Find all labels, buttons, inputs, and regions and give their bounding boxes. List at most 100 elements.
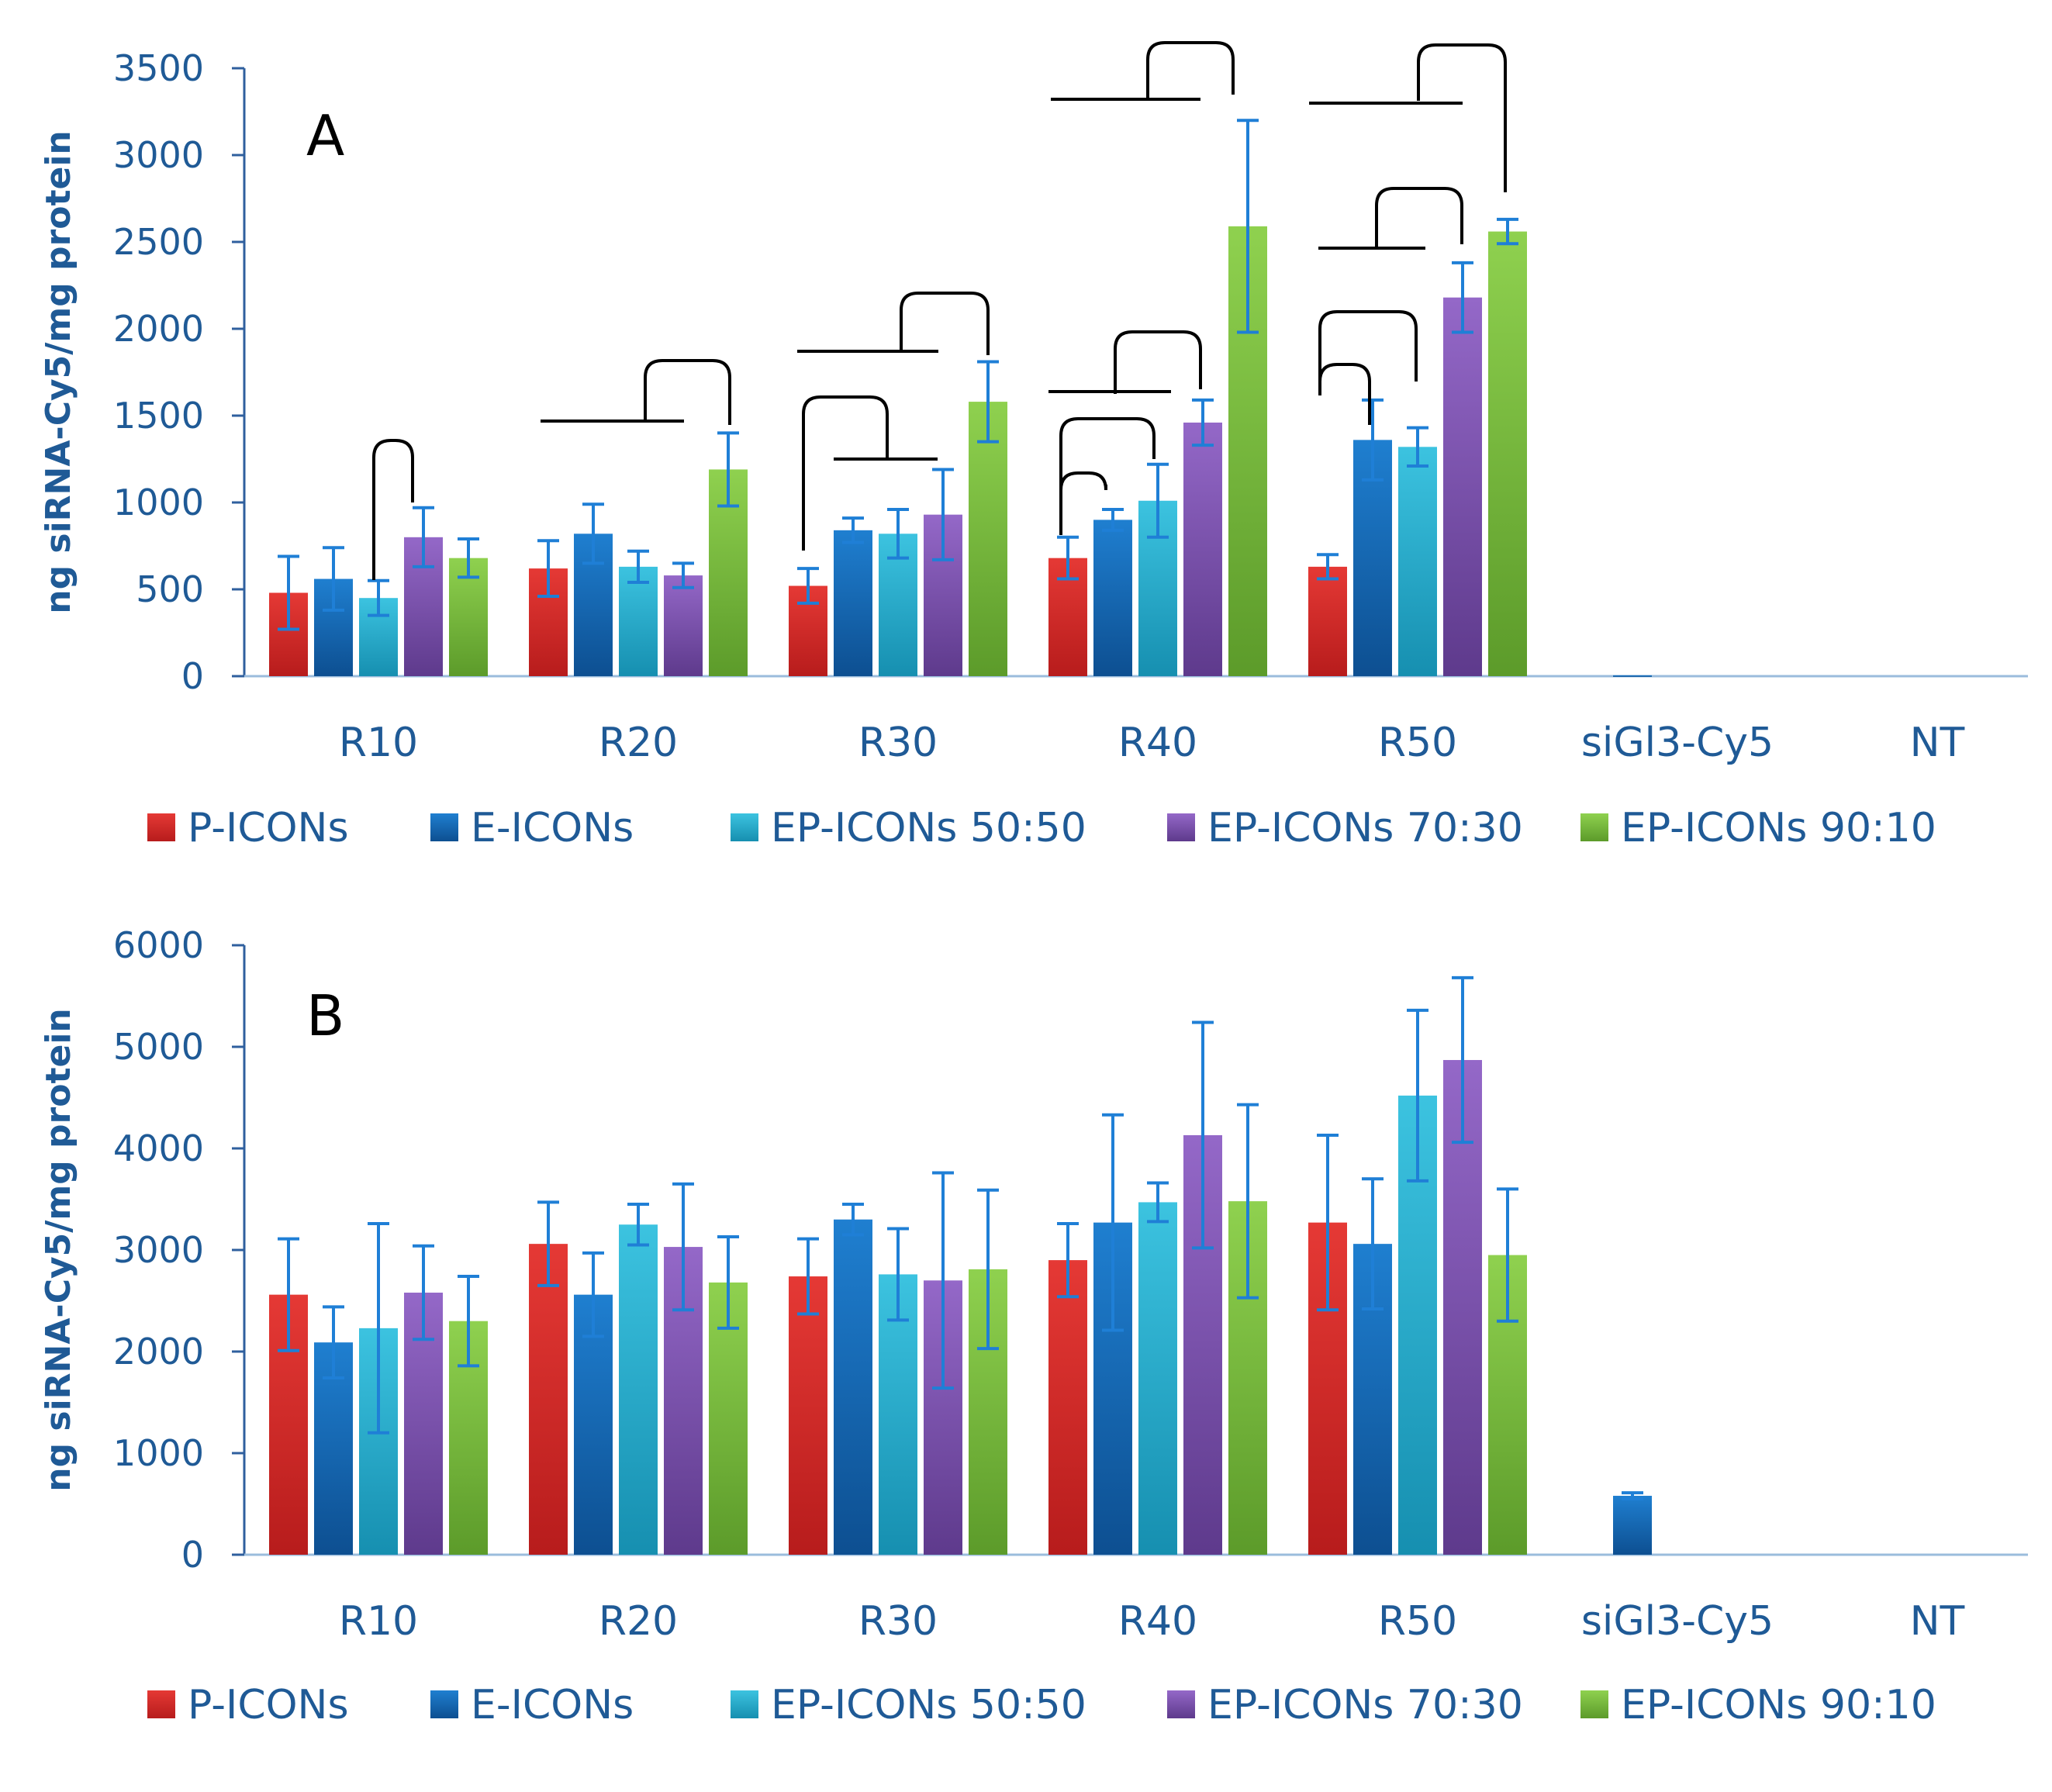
bar-ep-icons-50-50-r40 [1138, 1202, 1177, 1555]
error-bar-p-icons-r10 [278, 1237, 299, 1352]
error-bar-ep-icons-50-50-r50 [1407, 1008, 1428, 1183]
error-bar-ep-icons-90-10-r30 [977, 1188, 999, 1351]
legend-item-ep-icons-90-10: EP-ICONs 90:10 [1580, 805, 1936, 851]
bar-e-icons-r20 [574, 1294, 613, 1555]
bar-p-icons-r20 [529, 1244, 568, 1555]
category-label-r40: R40 [1118, 720, 1197, 766]
series-ep-icons-50-50 [359, 426, 1437, 676]
error-bar-p-icons-r20 [537, 539, 559, 598]
panel-label: B [306, 983, 344, 1048]
error-bar-ep-icons-70-30-r10 [413, 1244, 434, 1341]
series-ep-icons-50-50 [359, 1008, 1437, 1555]
category-label-r20: R20 [599, 720, 678, 766]
legend-swatch [147, 1690, 175, 1718]
category-label-r40: R40 [1118, 1598, 1197, 1645]
significance-bracket [900, 292, 990, 355]
error-bar-p-icons-r50 [1317, 553, 1339, 581]
error-bar-ep-icons-50-50-r40 [1147, 462, 1169, 539]
bar-e-icons-sigl3-cy5 [1613, 675, 1652, 677]
legend-label: E-ICONs [471, 1682, 634, 1728]
legend-label: EP-ICONs 50:50 [771, 1682, 1086, 1728]
significance-bracket [1318, 363, 1371, 425]
error-bar-ep-icons-50-50-r40 [1147, 1181, 1169, 1224]
error-bar-ep-icons-90-10-r20 [717, 431, 739, 508]
category-label-r50: R50 [1378, 720, 1457, 766]
category-label-r50: R50 [1378, 1598, 1457, 1645]
legend-swatch [731, 813, 758, 841]
error-bar-ep-icons-90-10-r30 [977, 360, 999, 444]
bar-e-icons-r30 [834, 1219, 872, 1555]
panel-a-chart: 0 500 1000 1500 2000 2500 3000 3500 ng siRNA-Cy5… [39, 41, 2028, 851]
error-bar-ep-icons-90-10-r40 [1237, 119, 1259, 334]
error-bar-ep-icons-50-50-r20 [627, 549, 649, 585]
legend-swatch [430, 1690, 458, 1718]
series-p-icons [269, 535, 1347, 676]
legend-swatch [731, 1690, 758, 1718]
error-bar-e-icons-r40 [1102, 1113, 1124, 1332]
bar-ep-icons-90-10-r30 [969, 402, 1007, 676]
bar-ep-icons-50-50-r20 [619, 566, 658, 676]
error-bar-e-icons-r10 [323, 1305, 344, 1380]
bar-ep-icons-70-30-r50 [1443, 297, 1482, 676]
error-bar-ep-icons-50-50-r50 [1407, 426, 1428, 468]
error-bar-e-icons-r30 [842, 516, 864, 544]
bar-ep-icons-50-50-r20 [619, 1224, 658, 1555]
significance-bracket [802, 395, 889, 551]
category-label-r10: R10 [339, 720, 418, 766]
error-bar-ep-icons-50-50-r10 [368, 1221, 389, 1435]
significance-bracket [1375, 187, 1463, 248]
legend-label: P-ICONs [188, 805, 349, 851]
category-label-r10: R10 [339, 1598, 418, 1645]
bar-e-icons-r30 [834, 530, 872, 676]
series-ep-icons-70-30 [404, 975, 1482, 1555]
category-label-nt: NT [1910, 1598, 1965, 1645]
y-tick-label: 2000 [113, 308, 204, 350]
series-p-icons [269, 1133, 1347, 1555]
significance-bracket [1146, 41, 1235, 99]
error-bar-ep-icons-70-30-r50 [1452, 975, 1473, 1145]
error-bar-ep-icons-70-30-r40 [1192, 1020, 1214, 1250]
error-bar-p-icons-r50 [1317, 1133, 1339, 1312]
significance-bracket [1059, 417, 1156, 531]
y-tick-label: 4000 [113, 1127, 204, 1169]
y-tick-label: 3500 [113, 47, 204, 89]
bar-e-icons-r40 [1093, 520, 1132, 676]
error-bar-ep-icons-70-30-r40 [1192, 398, 1214, 447]
series-e-icons [314, 1113, 1652, 1555]
significance-bracket [1417, 43, 1507, 192]
legend-item-p-icons: P-ICONs [147, 805, 349, 851]
category-label-sigl3-cy5: siGl3-Cy5 [1581, 720, 1774, 766]
bar-p-icons-r50 [1308, 566, 1347, 676]
legend-item-ep-icons-50-50: EP-ICONs 50:50 [731, 1682, 1086, 1728]
legend-item-e-icons: E-ICONs [430, 805, 634, 851]
legend-item-ep-icons-70-30: EP-ICONs 70:30 [1167, 1682, 1523, 1728]
bar-ep-icons-70-30-r40 [1183, 422, 1222, 676]
error-bar-p-icons-r20 [537, 1200, 559, 1287]
y-tick-label: 5000 [113, 1026, 204, 1068]
legend-label: E-ICONs [471, 805, 634, 851]
error-bar-e-icons-r50 [1362, 398, 1384, 482]
error-bar-p-icons-r30 [797, 1237, 819, 1316]
legend-item-ep-icons-90-10: EP-ICONs 90:10 [1580, 1682, 1936, 1728]
y-tick-label: 500 [136, 568, 204, 610]
legend-label: EP-ICONs 70:30 [1207, 805, 1523, 851]
panel-b-chart: 0 1000 2000 3000 4000 5000 6000 ng siRNA-Cy5/mg… [39, 924, 2028, 1728]
category-label-nt: NT [1910, 720, 1965, 766]
category-label-r20: R20 [599, 1598, 678, 1645]
legend-swatch [1580, 813, 1608, 841]
legend-item-ep-icons-50-50: EP-ICONs 50:50 [731, 805, 1086, 851]
legend-item-e-icons: E-ICONs [430, 1682, 634, 1728]
legend-label: EP-ICONs 50:50 [771, 805, 1086, 851]
error-bar-e-icons-r30 [842, 1203, 864, 1237]
y-tick-label: 2500 [113, 221, 204, 263]
y-tick-label: 6000 [113, 924, 204, 966]
category-label-sigl3-cy5: siGl3-Cy5 [1581, 1598, 1774, 1645]
y-tick-label: 0 [181, 1534, 204, 1576]
category-label-r30: R30 [858, 1598, 938, 1645]
error-bar-ep-icons-90-10-r40 [1237, 1103, 1259, 1300]
error-bar-ep-icons-50-50-r10 [368, 578, 389, 617]
legend-item-ep-icons-70-30: EP-ICONs 70:30 [1167, 805, 1523, 851]
legend-swatch [1167, 813, 1195, 841]
error-bar-ep-icons-90-10-r10 [458, 537, 479, 579]
error-bar-ep-icons-50-50-r30 [887, 1227, 909, 1322]
